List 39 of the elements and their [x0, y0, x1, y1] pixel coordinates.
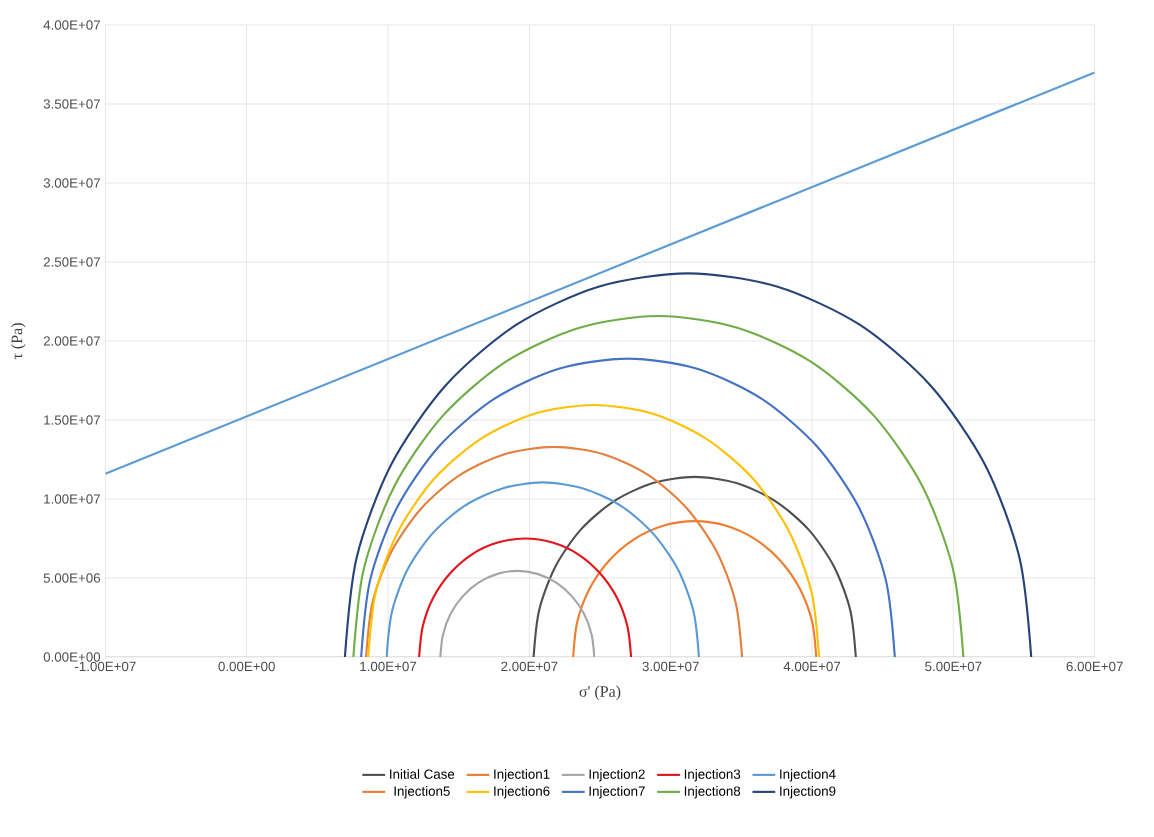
y-axis-title: τ (Pa) — [11, 323, 26, 360]
x-tick-label: 0.00E+00 — [218, 661, 275, 672]
x-tick-label: 5.00E+07 — [925, 661, 982, 672]
y-tick-label: 5.00E+06 — [43, 573, 101, 583]
legend-label: Initial Case — [390, 769, 455, 779]
x-tick-label: 3.00E+07 — [642, 661, 699, 672]
x-tick-label: 6.00E+07 — [1066, 661, 1123, 672]
line-series — [532, 475, 857, 657]
legend-label: Injection6 — [494, 786, 550, 799]
y-tick-label: 4.00E+07 — [43, 20, 100, 30]
legend-label: Injection4 — [780, 769, 836, 782]
line-series — [367, 403, 821, 657]
y-tick-label: 1.50E+07 — [44, 415, 100, 425]
legend-label: Injection9 — [780, 786, 836, 799]
y-tick-label: 2.00E+07 — [43, 336, 100, 346]
x-axis-title: σ' (Pa) — [579, 685, 621, 701]
line-series — [365, 445, 744, 657]
y-tick-label: 2.50E+07 — [43, 257, 100, 267]
legend-label: Injection7 — [589, 786, 645, 799]
x-tick-label: 2.00E+07 — [501, 661, 558, 672]
line-series — [352, 314, 965, 657]
x-tick-label: 4.00E+07 — [783, 661, 841, 672]
legend-label: Injection3 — [684, 769, 741, 782]
x-tick-label: 1.00E+07 — [360, 661, 417, 672]
line-series — [360, 357, 896, 657]
y-tick-label: 1.00E+07 — [44, 494, 100, 504]
line-series — [439, 569, 596, 657]
legend-label: Injection1 — [494, 769, 550, 782]
legend-label: Injection8 — [684, 786, 741, 799]
x-tick-label: -1.00E+07 — [74, 661, 136, 672]
y-tick-label: 3.00E+07 — [43, 178, 100, 188]
y-tick-label: 0.00E+00 — [43, 652, 101, 662]
line-series — [343, 272, 1033, 657]
line-series — [418, 537, 633, 657]
legend-label: Injection5 — [394, 786, 450, 799]
line-series — [572, 520, 818, 657]
line-series — [385, 481, 701, 657]
legend-label: Injection2 — [589, 769, 645, 782]
y-tick-label: 3.50E+07 — [43, 99, 100, 109]
